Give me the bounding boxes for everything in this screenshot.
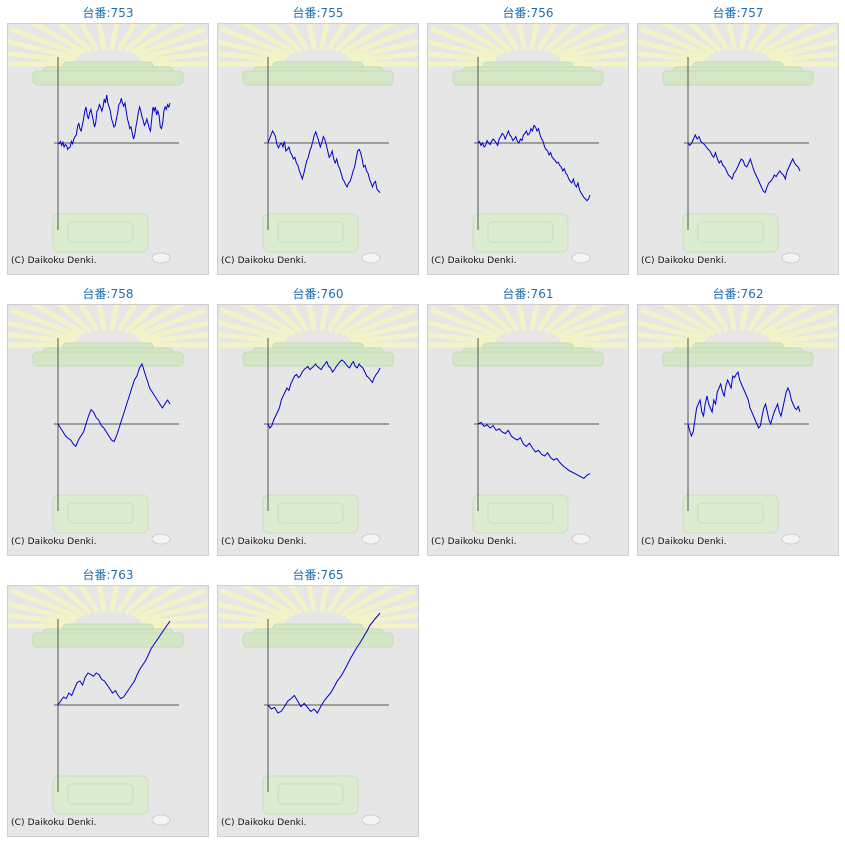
series-line [687, 370, 801, 438]
series-line [57, 620, 171, 706]
series-line [477, 124, 591, 202]
background-illustration [218, 586, 418, 826]
chart-panel: 台番:756 (C) Daikoku Denki. [427, 0, 629, 275]
chart-frame: (C) Daikoku Denki. [217, 23, 419, 275]
chart-panel: 台番:755 (C) Daikoku Denki. [217, 0, 419, 275]
chart-panel: 台番:758 (C) Daikoku Denki. [7, 281, 209, 556]
chart-panel: 台番:760 (C) Daikoku Denki. [217, 281, 419, 556]
background-illustration [218, 305, 418, 545]
background-illustration [428, 24, 628, 264]
series-line [267, 359, 381, 429]
chart-title: 台番:765 [292, 568, 344, 582]
series-line [57, 94, 171, 151]
chart-title: 台番:760 [292, 287, 344, 301]
chart-title: 台番:755 [292, 6, 344, 20]
chart-canvas [218, 305, 418, 545]
chart-frame: (C) Daikoku Denki. [427, 23, 629, 275]
chart-frame: (C) Daikoku Denki. [637, 23, 839, 275]
background-illustration [428, 305, 628, 545]
chart-panel: 台番:753 (C) Daikoku Denki. [7, 0, 209, 275]
chart-panel: 台番:761 (C) Daikoku Denki. [427, 281, 629, 556]
chart-panel: 台番:757 (C) Daikoku Denki. [637, 0, 839, 275]
copyright-text: (C) Daikoku Denki. [11, 537, 97, 547]
copyright-text: (C) Daikoku Denki. [641, 256, 727, 266]
chart-frame: (C) Daikoku Denki. [637, 304, 839, 556]
chart-canvas [8, 24, 208, 264]
chart-frame: (C) Daikoku Denki. [7, 585, 209, 837]
chart-frame: (C) Daikoku Denki. [427, 304, 629, 556]
series-line [57, 362, 171, 448]
copyright-text: (C) Daikoku Denki. [11, 818, 97, 828]
chart-title: 台番:757 [712, 6, 764, 20]
chart-frame: (C) Daikoku Denki. [217, 304, 419, 556]
chart-canvas [218, 586, 418, 826]
copyright-text: (C) Daikoku Denki. [221, 818, 307, 828]
copyright-text: (C) Daikoku Denki. [221, 256, 307, 266]
series-line [267, 129, 381, 193]
copyright-text: (C) Daikoku Denki. [221, 537, 307, 547]
copyright-text: (C) Daikoku Denki. [641, 537, 727, 547]
chart-canvas [638, 305, 838, 545]
series-line [267, 612, 381, 714]
chart-panel: 台番:765 (C) Daikoku Denki. [217, 562, 419, 837]
chart-canvas [8, 305, 208, 545]
chart-canvas [218, 24, 418, 264]
chart-panel: 台番:762 (C) Daikoku Denki. [637, 281, 839, 556]
chart-panel: 台番:763 (C) Daikoku Denki. [7, 562, 209, 837]
chart-title: 台番:762 [712, 287, 764, 301]
chart-canvas [8, 586, 208, 826]
chart-frame: (C) Daikoku Denki. [7, 23, 209, 275]
chart-canvas [638, 24, 838, 264]
chart-canvas [428, 305, 628, 545]
series-line [687, 133, 801, 194]
copyright-text: (C) Daikoku Denki. [431, 537, 517, 547]
copyright-text: (C) Daikoku Denki. [431, 256, 517, 266]
chart-title: 台番:758 [82, 287, 134, 301]
chart-title: 台番:753 [82, 6, 134, 20]
chart-title: 台番:756 [502, 6, 554, 20]
background-illustration [218, 24, 418, 264]
series-line [477, 421, 591, 480]
chart-canvas [428, 24, 628, 264]
chart-frame: (C) Daikoku Denki. [217, 585, 419, 837]
background-illustration [8, 305, 208, 545]
chart-title: 台番:761 [502, 287, 554, 301]
background-illustration [8, 586, 208, 826]
background-illustration [638, 305, 838, 545]
background-illustration [638, 24, 838, 264]
copyright-text: (C) Daikoku Denki. [11, 256, 97, 266]
chart-title: 台番:763 [82, 568, 134, 582]
background-illustration [8, 24, 208, 264]
chart-frame: (C) Daikoku Denki. [7, 304, 209, 556]
